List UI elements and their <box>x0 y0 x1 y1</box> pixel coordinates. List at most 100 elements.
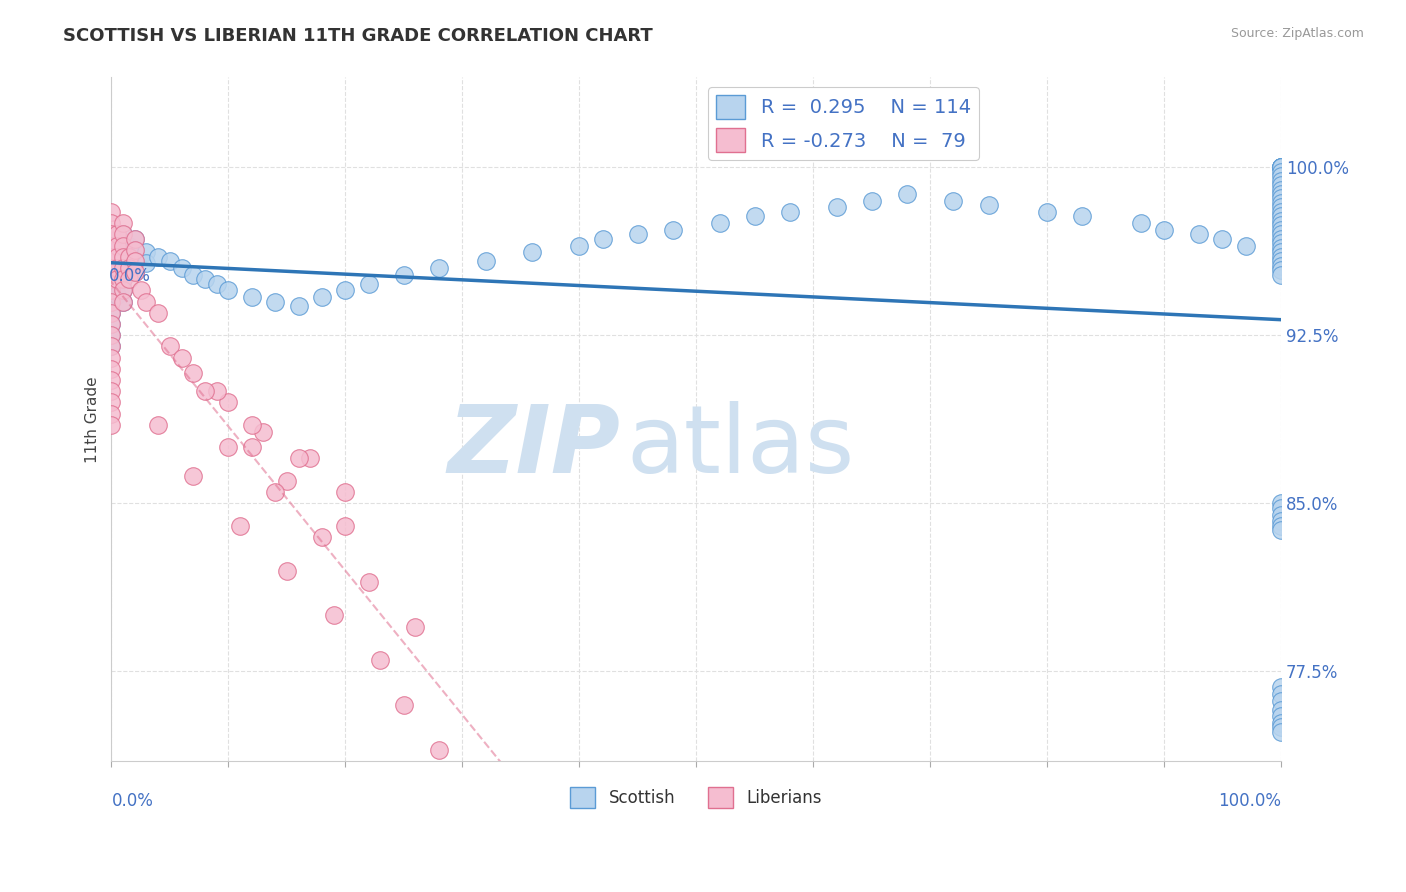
Point <box>124 265 146 279</box>
Point <box>1270 496 1292 510</box>
Point <box>1270 721 1292 735</box>
Point <box>1270 186 1292 201</box>
Point <box>1270 173 1292 187</box>
Point <box>1270 702 1292 716</box>
Point <box>100 284 122 298</box>
Point <box>205 384 228 399</box>
Point <box>118 260 141 275</box>
Point <box>100 306 122 320</box>
Point <box>1270 178 1292 192</box>
Point <box>1270 523 1292 537</box>
Point <box>105 250 128 264</box>
Text: ZIP: ZIP <box>447 401 620 492</box>
Point <box>100 306 122 320</box>
Point <box>105 277 128 291</box>
Point <box>977 198 1000 212</box>
Point <box>105 272 128 286</box>
Point <box>825 201 848 215</box>
Point <box>357 277 380 291</box>
Text: 0.0%: 0.0% <box>111 792 153 810</box>
Point <box>105 227 128 242</box>
Point <box>1270 725 1292 739</box>
Point <box>1270 192 1292 206</box>
Point <box>100 284 122 298</box>
Point <box>105 265 128 279</box>
Point <box>100 339 122 353</box>
Point <box>100 272 122 286</box>
Point <box>170 351 193 365</box>
Point <box>287 299 309 313</box>
Point <box>1071 210 1094 224</box>
Point <box>112 294 135 309</box>
Point <box>568 238 591 252</box>
Point <box>1270 514 1292 528</box>
Point <box>1153 223 1175 237</box>
Point <box>1129 216 1152 230</box>
Point <box>1270 500 1292 515</box>
Point <box>1270 687 1292 701</box>
Point <box>112 227 135 242</box>
Point <box>1270 164 1292 178</box>
Point <box>1270 160 1292 174</box>
Point <box>1270 693 1292 707</box>
Point <box>1188 227 1211 242</box>
Point <box>896 186 918 201</box>
Point <box>112 227 135 242</box>
Point <box>1270 160 1292 174</box>
Point <box>1270 709 1292 723</box>
Point <box>118 250 141 264</box>
Point <box>100 250 122 264</box>
Point <box>124 232 146 246</box>
Point <box>744 210 766 224</box>
Point <box>100 294 122 309</box>
Point <box>124 254 146 268</box>
Point <box>1270 268 1292 282</box>
Point <box>392 268 415 282</box>
Point <box>357 574 380 589</box>
Point <box>118 272 141 286</box>
Point <box>100 361 122 376</box>
Point <box>1270 219 1292 233</box>
Point <box>159 339 181 353</box>
Point <box>112 250 135 264</box>
Point <box>181 367 204 381</box>
Point <box>100 216 122 230</box>
Point <box>1270 232 1292 246</box>
Point <box>1270 160 1292 174</box>
Point <box>335 485 357 500</box>
Point <box>1270 236 1292 251</box>
Point <box>159 254 181 268</box>
Point <box>1270 201 1292 215</box>
Point <box>112 260 135 275</box>
Point <box>105 238 128 252</box>
Text: 100.0%: 100.0% <box>1218 792 1281 810</box>
Point <box>709 216 731 230</box>
Point <box>1270 182 1292 196</box>
Point <box>100 317 122 331</box>
Point <box>522 245 544 260</box>
Point <box>112 284 135 298</box>
Point <box>370 653 392 667</box>
Point <box>264 485 287 500</box>
Point <box>287 451 309 466</box>
Point <box>105 260 128 275</box>
Point <box>1270 508 1292 522</box>
Point <box>194 384 217 399</box>
Point <box>118 250 141 264</box>
Point <box>1270 680 1292 694</box>
Text: SCOTTISH VS LIBERIAN 11TH GRADE CORRELATION CHART: SCOTTISH VS LIBERIAN 11TH GRADE CORRELAT… <box>63 27 652 45</box>
Point <box>112 260 135 275</box>
Point <box>1270 214 1292 228</box>
Text: 0.0%: 0.0% <box>110 267 150 285</box>
Point <box>129 284 152 298</box>
Point <box>112 294 135 309</box>
Point <box>135 294 157 309</box>
Point <box>322 608 344 623</box>
Point <box>181 469 204 483</box>
Point <box>427 743 450 757</box>
Point <box>276 474 298 488</box>
Point <box>1270 205 1292 219</box>
Point <box>112 250 135 264</box>
Point <box>100 339 122 353</box>
Point <box>1270 241 1292 255</box>
